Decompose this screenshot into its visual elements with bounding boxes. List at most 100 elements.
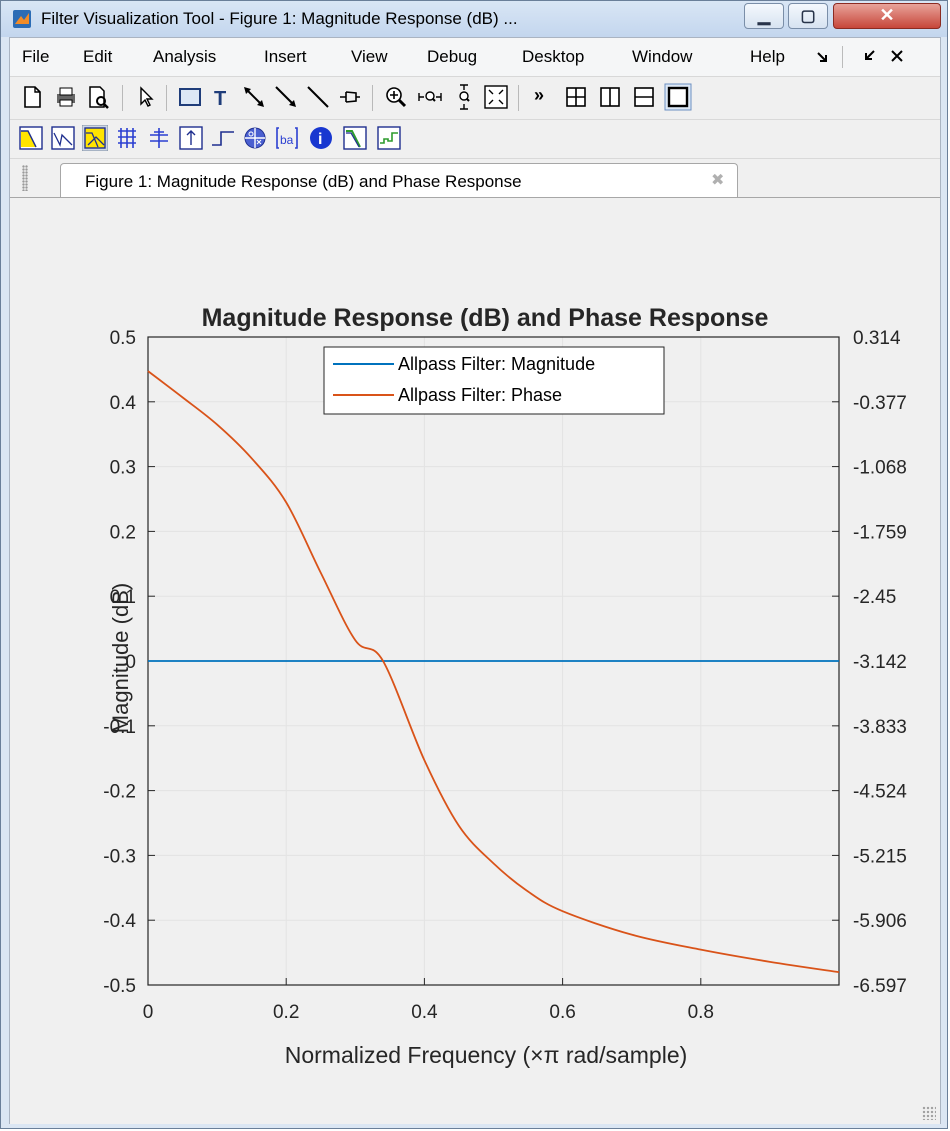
menu-analysis[interactable]: Analysis xyxy=(153,47,217,66)
series-phase-line xyxy=(147,370,840,974)
svg-text:ba: ba xyxy=(280,133,294,147)
y-tick-label: -0.4 xyxy=(103,911,136,932)
y2-tick-label: -5.906 xyxy=(853,911,907,932)
x-tick-label: 0.2 xyxy=(273,1002,299,1023)
pin-icon[interactable] xyxy=(336,83,364,111)
y-tick-label: 0.2 xyxy=(110,522,136,543)
maximize-icon: ▢ xyxy=(800,8,816,25)
y-tick-label: 0.4 xyxy=(110,393,137,414)
y-tick-label: 0.3 xyxy=(110,458,136,479)
svg-text:»: » xyxy=(534,85,544,105)
menu-view[interactable]: View xyxy=(351,47,388,66)
y2-tick-label: -2.45 xyxy=(853,587,896,608)
phase-delay-icon[interactable] xyxy=(146,125,172,151)
resize-grip[interactable] xyxy=(922,1106,936,1120)
tab-figure-1[interactable]: Figure 1: Magnitude Response (dB) and Ph… xyxy=(60,163,738,198)
close-x-icon[interactable] xyxy=(890,49,904,63)
print-icon[interactable] xyxy=(52,83,80,111)
figure-client-area: File Edit Analysis Insert View Debug Des… xyxy=(9,37,941,1124)
group-delay-icon[interactable] xyxy=(114,125,140,151)
magnitude-phase-icon[interactable] xyxy=(82,125,108,151)
y-tick-label: -0.5 xyxy=(103,976,136,997)
text-insert-icon[interactable]: T xyxy=(208,83,236,111)
pole-zero-icon[interactable] xyxy=(242,125,268,151)
filter-coefficients-icon[interactable]: ba xyxy=(274,125,300,151)
y-tick-label: -0.3 xyxy=(103,846,136,867)
menu-help[interactable]: Help xyxy=(750,47,785,66)
left-right-icon[interactable] xyxy=(596,83,624,111)
tab-grip-handle[interactable] xyxy=(22,165,28,191)
y2-tick-label: -3.833 xyxy=(853,717,907,738)
impulse-response-icon[interactable] xyxy=(178,125,204,151)
zoom-y-icon[interactable] xyxy=(450,83,478,111)
x-tick-label: 0.4 xyxy=(411,1002,438,1023)
menu-file[interactable]: File xyxy=(22,47,50,66)
zoom-in-icon[interactable] xyxy=(382,83,410,111)
arrow-icon[interactable] xyxy=(272,83,300,111)
menu-debug[interactable]: Debug xyxy=(427,47,478,66)
step-response-icon[interactable] xyxy=(210,125,236,151)
legend-label-magnitude: Allpass Filter: Magnitude xyxy=(398,354,595,374)
y-tick-label: 0.5 xyxy=(110,328,136,349)
menu-insert[interactable]: Insert xyxy=(264,47,307,66)
y2-tick-label: -0.377 xyxy=(853,393,907,414)
chart-title: Magnitude Response (dB) and Phase Respon… xyxy=(202,304,769,332)
top-bottom-icon[interactable] xyxy=(630,83,658,111)
y-tick-label: -0.1 xyxy=(103,717,136,738)
undock-arrow-icon[interactable] xyxy=(816,49,830,63)
tab-label: Figure 1: Magnitude Response (dB) and Ph… xyxy=(85,172,522,191)
double-arrow-icon[interactable] xyxy=(240,83,268,111)
document-tab-strip: Figure 1: Magnitude Response (dB) and Ph… xyxy=(10,159,940,198)
x-tick-label: 0 xyxy=(143,1002,154,1023)
maximize-button[interactable]: ▢ xyxy=(788,3,828,29)
zoom-x-icon[interactable] xyxy=(416,83,444,111)
close-button[interactable]: ✕ xyxy=(833,3,941,29)
magnitude-response-icon[interactable] xyxy=(18,125,44,151)
x-axis-label: Normalized Frequency (×π rad/sample) xyxy=(285,1042,688,1068)
phase-response-icon[interactable] xyxy=(50,125,76,151)
analysis-toolbar: ba i xyxy=(10,120,940,159)
figure-toolbar: T » xyxy=(10,77,940,120)
title-bar[interactable]: Filter Visualization Tool - Figure 1: Ma… xyxy=(1,1,947,37)
filter-info-icon[interactable]: i xyxy=(308,125,334,151)
select-pointer-icon[interactable] xyxy=(132,83,160,111)
y-axis-label: Magnitude (dB) xyxy=(108,583,133,733)
close-icon: ✕ xyxy=(879,5,895,25)
plot-area[interactable]: Magnitude Response (dB) and Phase Respon… xyxy=(10,198,940,1124)
figure-canvas: Magnitude Response (dB) and Phase Respon… xyxy=(10,197,940,1124)
overflow-icon[interactable]: » xyxy=(528,83,556,111)
svg-text:i: i xyxy=(318,131,322,148)
matlab-icon xyxy=(13,10,31,28)
magnitude-estimate-icon[interactable] xyxy=(342,125,368,151)
rectangle-icon[interactable] xyxy=(176,83,204,111)
y2-tick-label: 0.314 xyxy=(853,328,901,349)
y2-tick-label: -5.215 xyxy=(853,846,907,867)
tile-icon[interactable] xyxy=(562,83,590,111)
minimize-icon: ▁ xyxy=(757,8,771,25)
maximize-icon[interactable] xyxy=(664,83,692,111)
axis-ticks: 0 0.2 0.4 0.6 0.8 0.5 0.4 0.3 0.2 0.1 0 -0.1 -0.2 -0.… xyxy=(103,328,907,1023)
y-tick-label: -0.2 xyxy=(103,782,136,803)
new-figure-icon[interactable] xyxy=(18,83,46,111)
y2-tick-label: -4.524 xyxy=(853,782,907,803)
full-view-icon[interactable] xyxy=(482,83,510,111)
y2-tick-label: -3.142 xyxy=(853,652,907,673)
tab-close-icon[interactable]: ✖ xyxy=(711,172,725,189)
line-icon[interactable] xyxy=(304,83,332,111)
svg-text:T: T xyxy=(214,88,226,110)
legend[interactable]: Allpass Filter: Magnitude Allpass Filter… xyxy=(323,346,665,415)
x-tick-label: 0.8 xyxy=(688,1002,714,1023)
minimize-button[interactable]: ▁ xyxy=(744,3,784,29)
pin-arrow-icon[interactable] xyxy=(862,49,876,63)
y2-tick-label: -1.068 xyxy=(853,458,907,479)
round-off-noise-icon[interactable] xyxy=(376,125,402,151)
menu-bar: File Edit Analysis Insert View Debug Des… xyxy=(10,38,940,77)
y-tick-label: 0.1 xyxy=(110,587,136,608)
y2-tick-label: -1.759 xyxy=(853,522,907,543)
menu-desktop[interactable]: Desktop xyxy=(522,47,585,66)
menu-edit[interactable]: Edit xyxy=(83,47,113,66)
y2-tick-label: -6.597 xyxy=(853,976,907,997)
menu-window[interactable]: Window xyxy=(632,47,693,66)
print-preview-icon[interactable] xyxy=(84,83,112,111)
